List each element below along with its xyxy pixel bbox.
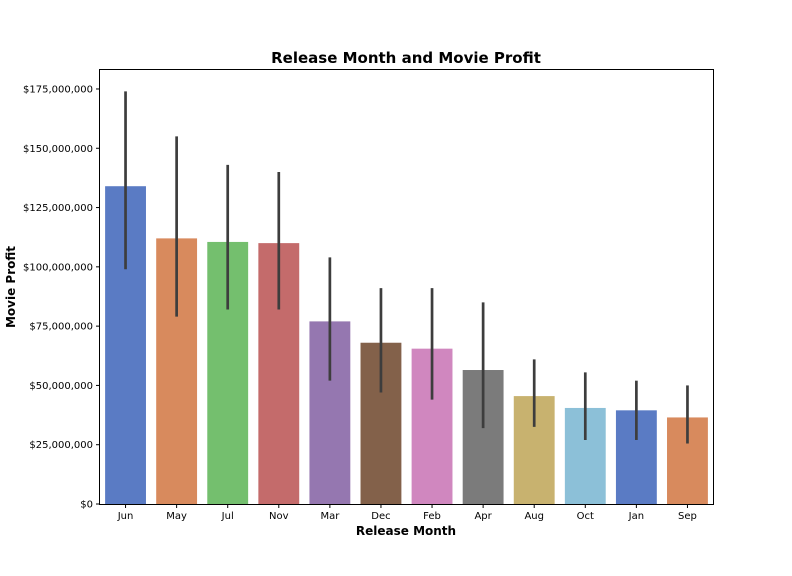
y-tick-label: $0	[80, 500, 93, 511]
x-tick-label: Mar	[320, 511, 340, 522]
x-tick-label: Apr	[474, 511, 492, 522]
y-tick-label: $50,000,000	[29, 381, 93, 392]
x-tick-label: Oct	[577, 511, 594, 522]
error-bars-layer	[124, 91, 689, 444]
y-tick-label: $75,000,000	[29, 322, 93, 333]
y-tick-label: $150,000,000	[23, 144, 93, 155]
x-tick-label: Sep	[678, 511, 697, 522]
x-tick-label: May	[166, 511, 187, 522]
x-tick-label: Jul	[221, 511, 234, 522]
x-tick-label: Jan	[628, 511, 644, 522]
y-tick-label: $25,000,000	[29, 440, 93, 451]
x-tick-label: Dec	[371, 511, 390, 522]
x-tick-label: Jun	[117, 511, 134, 522]
chart-title: Release Month and Movie Profit	[271, 49, 541, 67]
x-axis-label: Release Month	[356, 524, 456, 538]
y-axis-label: Movie Profit	[4, 246, 18, 328]
y-tick-label: $125,000,000	[23, 203, 93, 214]
y-tick-label: $100,000,000	[23, 262, 93, 273]
x-tick-label: Feb	[423, 511, 441, 522]
y-axis: $0 $25,000,000 $50,000,000 $75,000,000 $100,…	[23, 84, 100, 511]
plot-frame	[99, 69, 714, 505]
y-tick-label: $175,000,000	[23, 84, 93, 95]
x-tick-label: Aug	[524, 511, 544, 522]
x-tick-label: Nov	[269, 511, 289, 522]
bars-layer	[105, 186, 708, 505]
x-axis: Jun May Jul Nov Mar Dec Feb Apr Aug Oct Jan Sep	[117, 504, 697, 522]
